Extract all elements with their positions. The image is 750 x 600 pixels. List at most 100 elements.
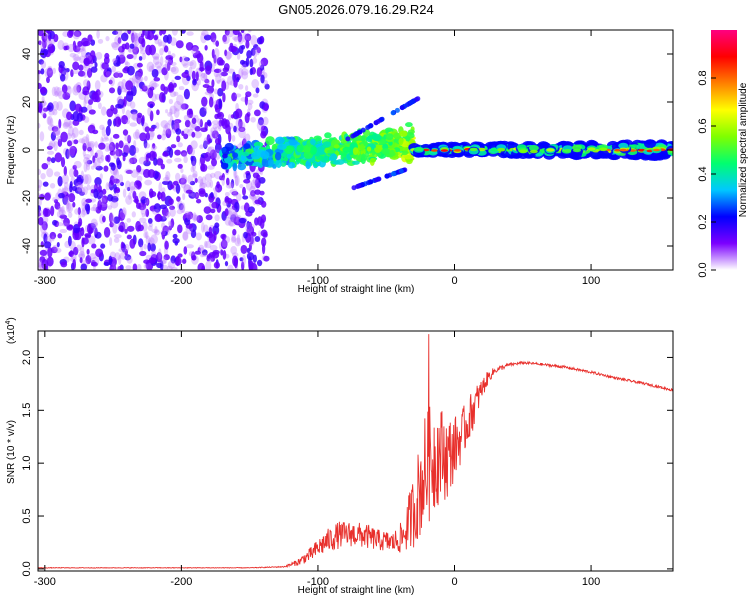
- heatmap-cell: [106, 154, 111, 163]
- heatmap-cell: [115, 54, 121, 66]
- heatmap-cell: [135, 129, 140, 139]
- heatmap-cell: [326, 149, 336, 154]
- heatmap-cell: [40, 172, 46, 180]
- heatmap-cell: [43, 233, 48, 244]
- heatmap-cell: [210, 256, 216, 262]
- heatmap-cell: [122, 142, 131, 153]
- heatmap-cell: [93, 158, 101, 169]
- heatmap-cell: [62, 92, 71, 100]
- heatmap-cell: [56, 241, 60, 248]
- heatmap-cell: [573, 148, 581, 153]
- heatmap-cell: [174, 120, 180, 130]
- heatmap-cell: [50, 246, 58, 254]
- heatmap-cell: [235, 118, 241, 129]
- heatmap-cell: [563, 149, 572, 153]
- heatmap-cell: [144, 75, 148, 82]
- heatmap-cell: [98, 142, 106, 150]
- heatmap-cell: [207, 146, 215, 154]
- heatmap-cell: [68, 120, 73, 129]
- heatmap-cell: [77, 221, 82, 228]
- colorbar-tick-label: 0.6: [697, 118, 709, 133]
- heatmap-cell: [81, 237, 85, 248]
- heatmap-cell: [48, 39, 56, 45]
- y-tick-label: 40: [21, 48, 33, 60]
- heatmap-cell: [92, 204, 98, 212]
- heatmap-cell: [288, 161, 296, 169]
- heatmap-cell: [53, 171, 61, 177]
- heatmap-cell: [77, 253, 86, 259]
- snr-panel: -300 -200 -100 0 100 0.0 0.5 1.0 1.5 2.0 Height …: [5, 317, 674, 596]
- heatmap-cell: [57, 40, 65, 50]
- heatmap-cell: [230, 45, 238, 53]
- heatmap-cell: [80, 227, 85, 237]
- heatmap-cell: [160, 229, 166, 236]
- heatmap-cell: [389, 149, 395, 157]
- heatmap-cell: [105, 182, 110, 191]
- heatmap-cell: [71, 139, 75, 145]
- heatmap-cell: [191, 117, 197, 125]
- heatmap-cell: [165, 109, 169, 114]
- heatmap-cell: [182, 258, 187, 264]
- heatmap-cell: [379, 116, 385, 122]
- heatmap-cell: [162, 264, 168, 270]
- heatmap-cell: [222, 249, 227, 260]
- heatmap-cell: [39, 86, 47, 94]
- heatmap-cell: [83, 156, 90, 165]
- snr-y-multiplier: (x104): [5, 317, 17, 344]
- heatmap-cell: [194, 125, 201, 132]
- heatmap-cell: [410, 98, 416, 104]
- heatmap-cell: [143, 264, 148, 269]
- heatmap-cell: [130, 109, 138, 115]
- heatmap-cell: [103, 226, 111, 238]
- heatmap-cell: [117, 266, 122, 270]
- heatmap-cell: [63, 217, 70, 227]
- heatmap-cell: [203, 137, 208, 149]
- heatmap-cell: [127, 30, 132, 35]
- heatmap-cell: [113, 234, 122, 239]
- heatmap-cell: [160, 163, 166, 170]
- heatmap-cell: [220, 239, 228, 250]
- heatmap-cell: [213, 261, 221, 269]
- heatmap-cell: [181, 71, 190, 79]
- heatmap-cell: [168, 225, 173, 231]
- heatmap-cell: [191, 46, 199, 56]
- heatmap-cell: [205, 260, 212, 270]
- heatmap-cell: [214, 214, 220, 222]
- heatmap-cell: [174, 256, 182, 266]
- heatmap-cell: [214, 126, 218, 138]
- heatmap-cell: [85, 133, 90, 145]
- heatmap-cell: [78, 250, 86, 260]
- heatmap-cell: [143, 159, 151, 167]
- heatmap-cell: [112, 223, 118, 234]
- heatmap-cell: [191, 193, 200, 198]
- heatmap-cell: [192, 78, 197, 86]
- heatmap-cell: [46, 156, 52, 162]
- heatmap-cell: [241, 151, 250, 157]
- heatmap-cell: [46, 150, 55, 155]
- heatmap-cell: [238, 128, 246, 139]
- heatmap-cell: [40, 241, 44, 248]
- heatmap-cell: [203, 206, 212, 214]
- heatmap-cell: [57, 90, 65, 100]
- heatmap-cell: [183, 128, 190, 134]
- heatmap-cell: [82, 186, 88, 196]
- heatmap-cell: [221, 239, 228, 248]
- heatmap-cell: [253, 109, 261, 117]
- colorbar-ticks: 0.0 0.2 0.4 0.6 0.8: [697, 70, 716, 278]
- heatmap-cell: [171, 53, 176, 58]
- heatmap-cell: [247, 103, 253, 110]
- heatmap-cell: [124, 168, 133, 174]
- heatmap-cell: [94, 62, 98, 68]
- heatmap-cell: [238, 83, 244, 90]
- heatmap-cell: [137, 68, 143, 78]
- heatmap-cell: [120, 241, 124, 251]
- heatmap-cell: [100, 154, 105, 161]
- heatmap-cell: [136, 263, 142, 270]
- heatmap-cell: [220, 71, 228, 77]
- heatmap-cell: [192, 212, 197, 222]
- heatmap-cell: [176, 196, 181, 202]
- heatmap-cell: [38, 264, 45, 270]
- heatmap-cell: [238, 67, 244, 78]
- heatmap-cell: [144, 198, 149, 205]
- x-tick-label: -200: [170, 576, 192, 588]
